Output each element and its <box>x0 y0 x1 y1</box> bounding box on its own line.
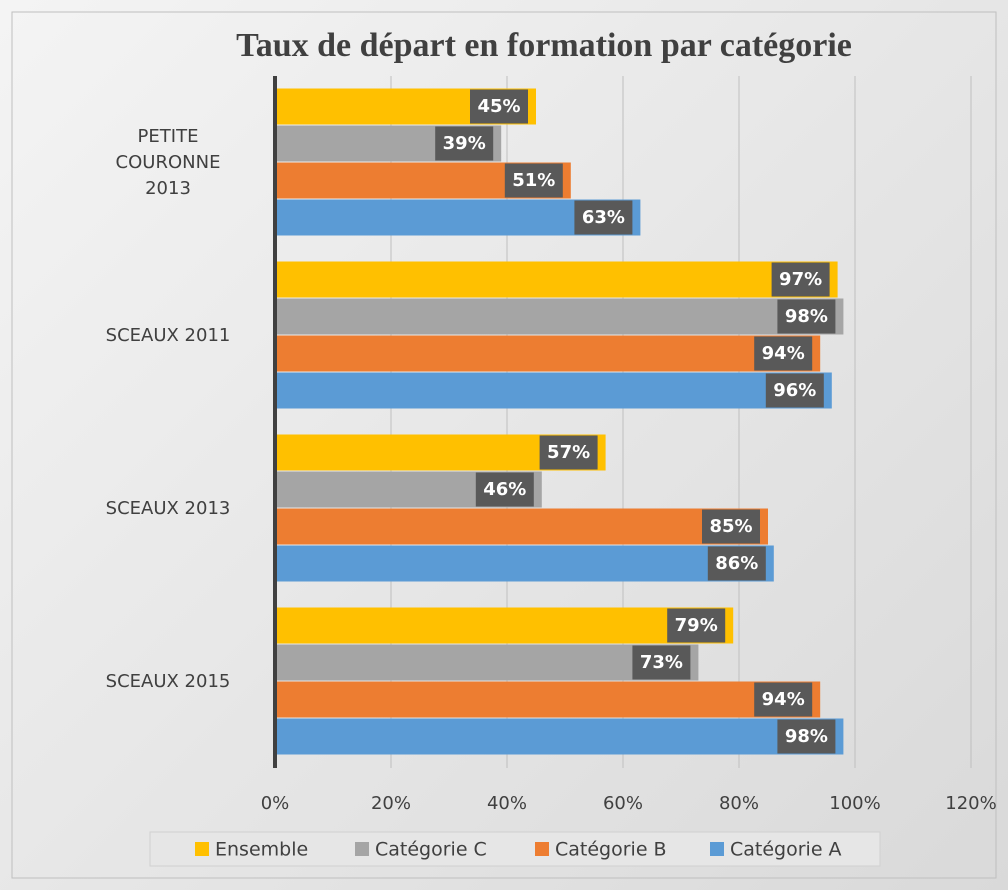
x-tick-label: 0% <box>261 793 290 814</box>
bar <box>275 508 768 545</box>
x-tick-label: 60% <box>603 793 643 814</box>
value-label: 98% <box>785 306 828 327</box>
value-label: 45% <box>477 96 520 117</box>
value-label: 79% <box>675 615 718 636</box>
value-label: 39% <box>443 133 486 154</box>
value-label: 98% <box>785 726 828 747</box>
x-tick-label: 120% <box>945 793 996 814</box>
value-label-box <box>574 200 633 235</box>
value-label-box <box>632 645 691 680</box>
bar <box>275 545 774 582</box>
value-label-box <box>707 546 766 581</box>
chart-border <box>11 11 997 879</box>
category-label: SCEAUX 2015 <box>105 670 231 692</box>
bar <box>275 718 844 755</box>
x-tick-label: 80% <box>719 793 759 814</box>
legend-swatch <box>355 842 369 856</box>
value-label: 94% <box>762 343 805 364</box>
value-label-box <box>435 126 494 161</box>
bar <box>275 644 699 681</box>
x-tick-label: 40% <box>487 793 527 814</box>
value-label: 57% <box>547 442 590 463</box>
value-label-box <box>470 89 528 124</box>
value-label: 85% <box>709 516 752 537</box>
legend-swatch <box>195 842 209 856</box>
legend-swatch <box>535 842 549 856</box>
value-label-box <box>754 336 813 371</box>
value-label-box <box>765 373 824 408</box>
bar <box>275 261 838 298</box>
x-tick-label: 20% <box>371 793 411 814</box>
legend-swatch <box>710 842 724 856</box>
value-label-box <box>777 719 836 754</box>
value-label-box <box>754 682 813 717</box>
value-label: 86% <box>715 553 758 574</box>
value-label: 46% <box>483 479 526 500</box>
category-label: SCEAUX 2013 <box>105 497 231 519</box>
value-label-box <box>771 262 830 297</box>
value-label-box <box>475 472 534 507</box>
value-label-box <box>504 163 563 198</box>
value-label: 96% <box>773 380 816 401</box>
legend-label: Catégorie C <box>375 839 487 861</box>
category-label: SCEAUX 2011 <box>105 324 231 346</box>
category-label: PETITE COURONNE 2013 <box>115 125 221 199</box>
value-label: 63% <box>582 207 625 228</box>
x-tick-label: 100% <box>829 793 880 814</box>
value-label-box <box>539 435 598 470</box>
legend-label: Catégorie A <box>730 839 842 861</box>
value-label: 94% <box>762 689 805 710</box>
legend-label: Catégorie B <box>555 839 667 861</box>
value-label: 51% <box>512 170 555 191</box>
value-label: 97% <box>779 269 822 290</box>
chart-title: Taux de départ en formation par catégori… <box>236 27 852 64</box>
bar <box>275 681 821 718</box>
value-label-box <box>702 509 760 544</box>
bar <box>275 607 734 644</box>
value-label-box <box>777 299 836 334</box>
legend-label: Ensemble <box>215 839 308 861</box>
legend-box <box>149 831 881 867</box>
value-label-box <box>667 608 726 643</box>
bar <box>275 335 821 372</box>
bar <box>275 372 832 409</box>
value-label: 73% <box>640 652 683 673</box>
bar <box>275 298 844 335</box>
